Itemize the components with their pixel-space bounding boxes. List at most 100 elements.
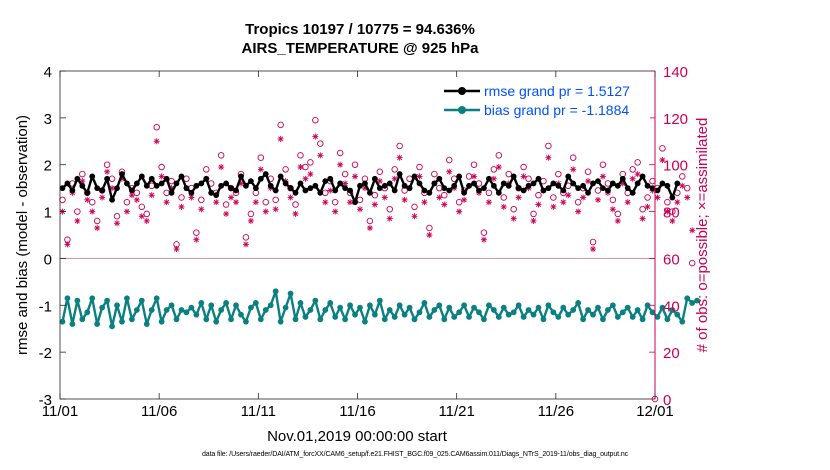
obs-assimilated-point xyxy=(218,164,225,171)
obs-assimilated-point xyxy=(456,208,463,215)
series-rmse-point xyxy=(654,187,661,194)
series-rmse-point xyxy=(411,173,418,180)
series-rmse-point xyxy=(386,180,393,187)
series-bias-point xyxy=(495,314,502,320)
obs-assimilated-point xyxy=(495,164,502,171)
series-rmse-point xyxy=(247,178,254,185)
obs-assimilated-point xyxy=(461,196,468,203)
obs-assimilated-stroke xyxy=(421,199,427,205)
series-bias-point xyxy=(104,297,111,304)
series-rmse-point xyxy=(133,180,140,187)
series-bias-point xyxy=(565,311,572,318)
series-rmse-point xyxy=(64,180,71,187)
obs-assimilated-point xyxy=(163,199,170,206)
series-bias-point xyxy=(416,309,423,316)
series-rmse-point xyxy=(481,185,487,192)
series-bias-point xyxy=(89,295,96,302)
series-bias-point xyxy=(138,297,145,304)
series-rmse-point xyxy=(312,182,319,189)
series-rmse-point xyxy=(436,175,443,182)
x-tick-label: 11/01 xyxy=(42,403,78,420)
series-rmse-point xyxy=(669,194,676,201)
obs-possible-point xyxy=(341,170,349,178)
series-rmse-point xyxy=(664,182,671,189)
series-bias-point xyxy=(252,300,259,306)
obs-assimilated-point xyxy=(684,194,691,201)
y2-tick-label: 0 xyxy=(663,392,671,409)
obs-assimilated-point xyxy=(327,187,334,194)
series-bias-point xyxy=(590,311,596,318)
obs-assimilated-point xyxy=(128,192,135,199)
obs-possible-point xyxy=(555,170,562,178)
series-bias-point xyxy=(659,304,666,311)
obs-assimilated-point xyxy=(198,206,205,213)
obs-assimilated-stroke xyxy=(535,202,541,208)
obs-assimilated-point xyxy=(138,213,145,220)
series-rmse-point xyxy=(416,180,423,187)
obs-assimilated-stroke xyxy=(337,162,343,168)
series-rmse-point xyxy=(570,180,577,187)
series-bias-point xyxy=(545,302,552,309)
obs-assimilated-stroke xyxy=(302,176,308,182)
series-bias-point xyxy=(79,316,86,323)
obs-assimilated-point xyxy=(307,171,314,178)
series-rmse-point xyxy=(188,189,195,196)
obs-assimilated-stroke xyxy=(149,192,155,198)
obs-assimilated-point xyxy=(565,192,572,199)
obs-assimilated-point xyxy=(89,208,96,215)
obs-possible-point xyxy=(193,229,200,236)
series-rmse-point xyxy=(585,189,591,196)
obs-possible-point xyxy=(242,234,250,241)
obs-assimilated-stroke xyxy=(317,152,323,158)
obs-assimilated-point xyxy=(337,161,344,168)
series-rmse-point xyxy=(609,180,616,187)
series-rmse-point xyxy=(590,180,596,187)
series-bias-point xyxy=(272,288,279,295)
series-rmse-point xyxy=(74,175,81,182)
obs-assimilated-stroke xyxy=(94,225,100,231)
series-rmse-point xyxy=(198,180,205,187)
obs-assimilated-stroke xyxy=(645,204,651,210)
obs-assimilated-stroke xyxy=(352,173,358,179)
obs-assimilated-point xyxy=(376,178,383,185)
legend: rmse grand pr = 1.5127 bias grand pr = -… xyxy=(438,78,650,122)
obs-assimilated-point xyxy=(247,217,254,224)
obs-possible-point xyxy=(317,140,324,147)
series-bias-point xyxy=(550,309,557,316)
series-bias-point xyxy=(451,314,458,320)
series-bias-point xyxy=(595,304,601,311)
obs-assimilated-stroke xyxy=(674,199,680,205)
obs-possible-point xyxy=(574,198,582,206)
obs-possible-point xyxy=(569,154,577,161)
series-rmse-point xyxy=(243,182,249,189)
obs-assimilated-point xyxy=(629,175,636,182)
obs-assimilated-point xyxy=(590,246,597,253)
obs-assimilated-stroke xyxy=(402,197,408,203)
obs-assimilated-stroke xyxy=(545,155,551,161)
series-rmse-point xyxy=(322,178,329,185)
obs-assimilated-point xyxy=(262,208,269,215)
obs-possible-point xyxy=(366,217,374,225)
series-bias-point xyxy=(485,302,492,309)
series-rmse-point xyxy=(624,185,631,192)
obs-assimilated-stroke xyxy=(312,134,318,140)
obs-possible-point xyxy=(683,184,691,192)
obs-assimilated-stroke xyxy=(99,194,105,201)
obs-assimilated-point xyxy=(634,171,641,178)
series-bias-point xyxy=(520,314,527,320)
y-tick-label: 3 xyxy=(44,111,52,128)
series-bias-point xyxy=(471,304,477,311)
series-rmse-point xyxy=(153,182,160,189)
obs-assimilated-point xyxy=(614,217,621,224)
series-rmse-point xyxy=(520,187,527,194)
obs-possible-point xyxy=(639,205,646,213)
series-rmse-point xyxy=(223,180,230,187)
series-rmse-point xyxy=(302,187,309,194)
series-rmse-point xyxy=(545,185,552,192)
obs-assimilated-stroke xyxy=(456,209,462,215)
obs-possible-point xyxy=(93,217,101,225)
obs-assimilated-stroke xyxy=(193,237,199,243)
obs-assimilated-stroke xyxy=(74,218,80,224)
obs-assimilated-point xyxy=(689,227,696,234)
obs-assimilated-stroke xyxy=(516,194,522,201)
